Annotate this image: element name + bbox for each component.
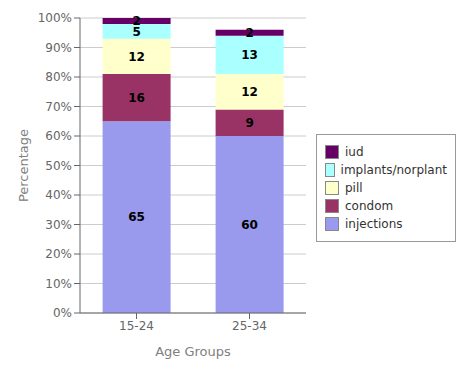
svg-text:25-34: 25-34: [232, 319, 267, 333]
svg-text:50%: 50%: [45, 159, 72, 173]
svg-text:13: 13: [241, 48, 258, 62]
svg-text:60: 60: [241, 218, 258, 232]
svg-text:16: 16: [128, 91, 145, 105]
html-text:injections: injections: [345, 217, 403, 231]
svg-text:10%: 10%: [45, 277, 72, 291]
svg-text:20%: 20%: [45, 247, 72, 261]
html-text:pill: pill: [345, 181, 363, 195]
svg-text:0%: 0%: [53, 306, 72, 320]
svg-text:40%: 40%: [45, 188, 72, 202]
svg-text:Age Groups: Age Groups: [155, 344, 231, 359]
svg-text:15-24: 15-24: [119, 319, 154, 333]
svg-text:9: 9: [245, 116, 253, 130]
svg-text:Percentage: Percentage: [16, 129, 31, 202]
svg-text:60%: 60%: [45, 129, 72, 143]
svg-text:12: 12: [128, 50, 145, 64]
svg-text:65: 65: [128, 210, 145, 224]
html-text:condom: condom: [345, 199, 394, 213]
svg-text:2: 2: [132, 14, 140, 28]
html-text:implants/norplant: implants/norplant: [340, 163, 447, 177]
svg-text:5: 5: [132, 24, 141, 39]
svg-text:12: 12: [241, 85, 258, 99]
svg-text:30%: 30%: [45, 218, 72, 232]
svg-text:100%: 100%: [38, 11, 72, 25]
html-text:iud: iud: [345, 145, 364, 159]
svg-text:70%: 70%: [45, 100, 72, 114]
svg-text:2: 2: [245, 26, 253, 40]
svg-text:80%: 80%: [45, 70, 72, 84]
svg-text:90%: 90%: [45, 41, 72, 55]
